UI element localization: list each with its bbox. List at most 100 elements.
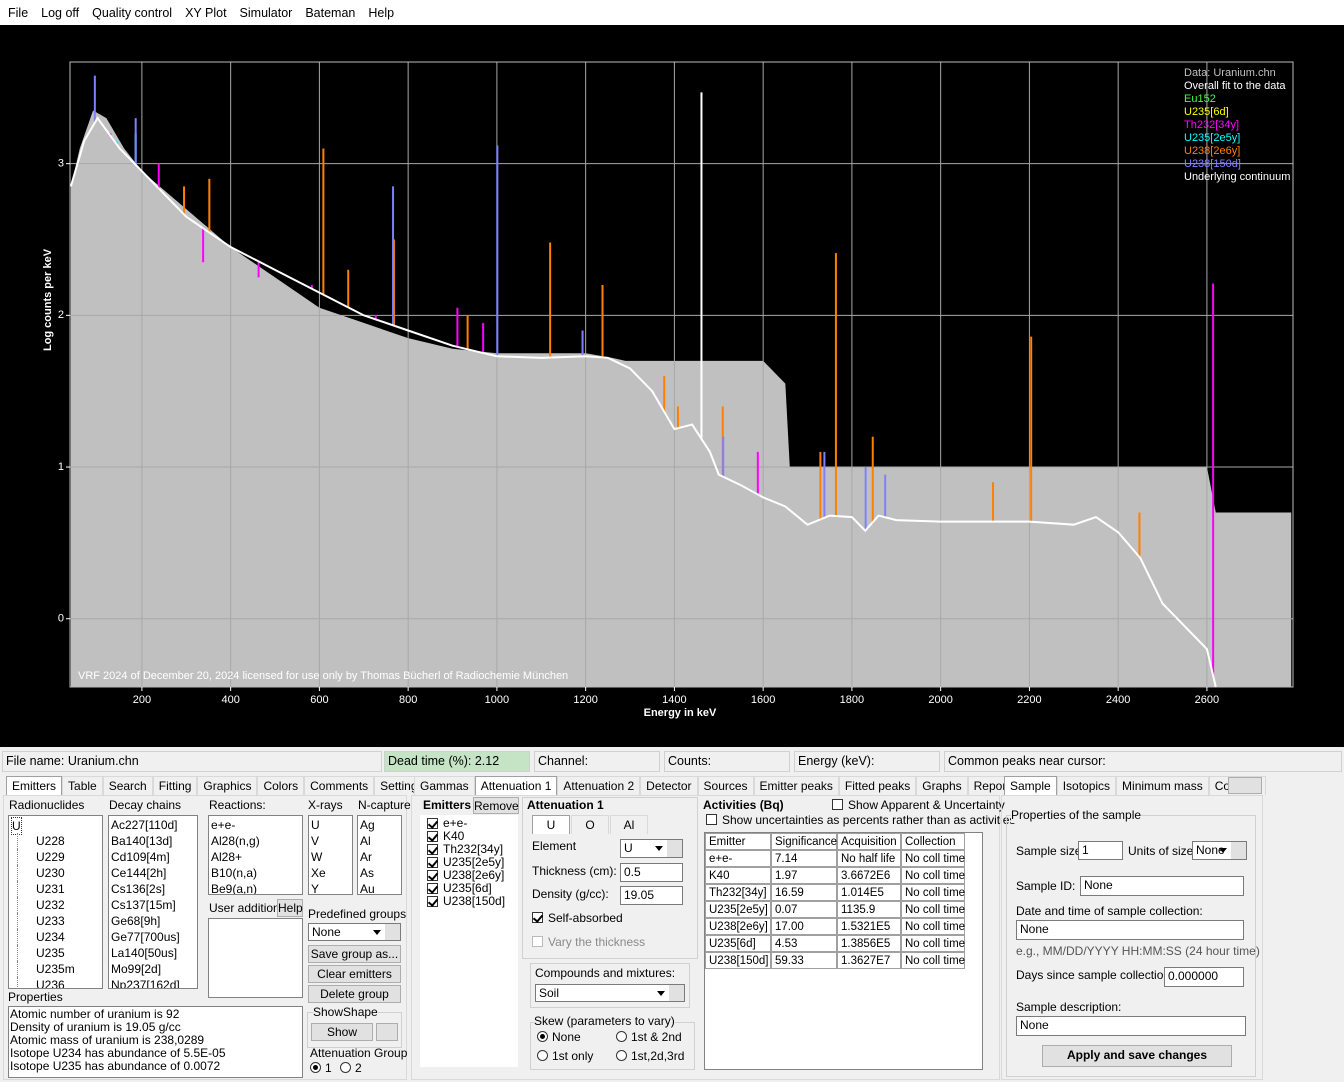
list-item[interactable]: Ge77[700us]: [111, 929, 180, 945]
list-item[interactable]: Ba140[13d]: [111, 833, 172, 849]
radio[interactable]: 1st,2d,3rd: [616, 1048, 684, 1064]
list-item[interactable]: U: [311, 817, 320, 833]
button[interactable]: Remove: [473, 797, 519, 814]
tab[interactable]: Search: [103, 776, 153, 795]
tab[interactable]: O: [571, 815, 609, 834]
tab[interactable]: Compou: [1209, 776, 1266, 795]
button[interactable]: Save group as...: [308, 945, 401, 963]
tab[interactable]: Settings: [374, 776, 429, 795]
tab[interactable]: Import: [1016, 776, 1062, 795]
checkbox[interactable]: e+e-: [427, 816, 467, 830]
select[interactable]: Soil: [535, 984, 685, 1002]
radio[interactable]: 1st & 2nd: [616, 1029, 682, 1045]
list-item[interactable]: Ac227[110d]: [111, 817, 178, 833]
menu-item[interactable]: Log off: [41, 6, 79, 20]
list-item[interactable]: Al: [360, 833, 371, 849]
select[interactable]: None: [1192, 841, 1247, 860]
menu-item[interactable]: XY Plot: [185, 6, 226, 20]
list-item[interactable]: U: [11, 817, 22, 835]
list-item[interactable]: B10(n,a): [211, 865, 257, 881]
tab[interactable]: Report: [968, 776, 1016, 795]
checkbox[interactable]: U238[150d]: [427, 894, 505, 908]
scroll-arrows[interactable]: [1228, 777, 1262, 794]
button[interactable]: Help: [277, 899, 303, 917]
tab[interactable]: Attenuation 1: [475, 776, 558, 795]
checkbox[interactable]: U235[6d]: [427, 881, 492, 895]
checkbox[interactable]: U238[2e6y]: [427, 868, 504, 882]
menu-item[interactable]: Quality control: [92, 6, 172, 20]
list-item[interactable]: U234: [17, 929, 65, 945]
radio[interactable]: 2: [340, 1060, 362, 1076]
list-item[interactable]: U229: [17, 849, 65, 865]
input[interactable]: 19.05: [620, 886, 683, 905]
list-item[interactable]: U230: [17, 865, 65, 881]
tab[interactable]: Colors: [257, 776, 304, 795]
checkbox[interactable]: Self-absorbed: [532, 910, 623, 926]
select[interactable]: U: [620, 839, 683, 858]
list-item[interactable]: U233: [17, 913, 65, 929]
list-item[interactable]: Np237[162d]: [111, 977, 180, 989]
checkbox[interactable]: U235[2e5y]: [427, 855, 504, 869]
checkbox[interactable]: K40: [427, 829, 464, 843]
button[interactable]: Apply and save changes: [1042, 1045, 1232, 1067]
list-item[interactable]: U231: [17, 881, 65, 897]
menu-item[interactable]: Simulator: [240, 6, 293, 20]
tab[interactable]: Isotopics: [1057, 776, 1116, 795]
input[interactable]: None: [1016, 1016, 1246, 1036]
tab[interactable]: Sample: [1004, 776, 1057, 795]
checkbox[interactable]: Show Apparent & Uncertainty: [832, 797, 1005, 813]
tab[interactable]: Gammas: [414, 776, 475, 795]
tab[interactable]: Emitter peaks: [754, 776, 839, 795]
list-item[interactable]: Cd109[4m]: [111, 849, 170, 865]
list-item[interactable]: Cs137[15m]: [111, 897, 176, 913]
list-item[interactable]: e+e-: [211, 817, 235, 833]
tab[interactable]: Attenuation 2: [557, 776, 640, 795]
tab[interactable]: Minimum mass: [1116, 776, 1209, 795]
tab[interactable]: Graphics: [197, 776, 257, 795]
tab[interactable]: Comments: [304, 776, 374, 795]
list-item[interactable]: U236: [17, 977, 65, 989]
list-item[interactable]: Cs136[2s]: [111, 881, 165, 897]
select[interactable]: None: [308, 923, 401, 941]
list-item[interactable]: Xe: [311, 865, 326, 881]
tab[interactable]: Graphs: [916, 776, 967, 795]
tab[interactable]: Fitted peaks: [839, 776, 916, 795]
list-item[interactable]: U228: [17, 833, 65, 849]
list-item[interactable]: Be9(a,n): [211, 881, 257, 895]
checkbox[interactable]: Th232[34y]: [427, 842, 503, 856]
input[interactable]: 1: [1078, 841, 1123, 860]
tab[interactable]: U: [532, 815, 570, 834]
list-item[interactable]: Ar: [360, 849, 372, 865]
input[interactable]: None: [1016, 920, 1244, 940]
list-item[interactable]: La140[50us]: [111, 945, 177, 961]
button[interactable]: Clear emitters: [308, 965, 401, 983]
input[interactable]: None: [1080, 876, 1244, 896]
list-item[interactable]: Ag: [360, 817, 375, 833]
checkbox[interactable]: Vary the thickness: [532, 934, 645, 950]
list-item[interactable]: Mo99[2d]: [111, 961, 161, 977]
input[interactable]: 0.5: [620, 863, 683, 882]
list-item[interactable]: Au: [360, 881, 375, 895]
tab[interactable]: Table: [62, 776, 103, 795]
radio[interactable]: 1st only: [537, 1048, 593, 1064]
spin-button[interactable]: [376, 1023, 398, 1041]
tab[interactable]: Fitting: [153, 776, 198, 795]
list-item[interactable]: W: [311, 849, 322, 865]
list-item[interactable]: Al28+: [211, 849, 242, 865]
list-item[interactable]: As: [360, 865, 374, 881]
tab[interactable]: Detector: [640, 776, 697, 795]
list-item[interactable]: Ce144[2h]: [111, 865, 166, 881]
tab[interactable]: Al: [610, 815, 648, 834]
list-item[interactable]: Y: [311, 881, 319, 895]
tab[interactable]: Sources: [698, 776, 754, 795]
menu-item[interactable]: Help: [368, 6, 394, 20]
button[interactable]: Show: [311, 1023, 373, 1041]
list-item[interactable]: U235m: [17, 961, 75, 977]
menu-item[interactable]: File: [8, 6, 28, 20]
list-item[interactable]: Ge68[9h]: [111, 913, 160, 929]
menu-item[interactable]: Bateman: [305, 6, 355, 20]
tab[interactable]: Emitters: [6, 776, 62, 795]
button[interactable]: Delete group: [308, 985, 401, 1003]
list-item[interactable]: U232: [17, 897, 65, 913]
radio[interactable]: None: [537, 1029, 581, 1045]
